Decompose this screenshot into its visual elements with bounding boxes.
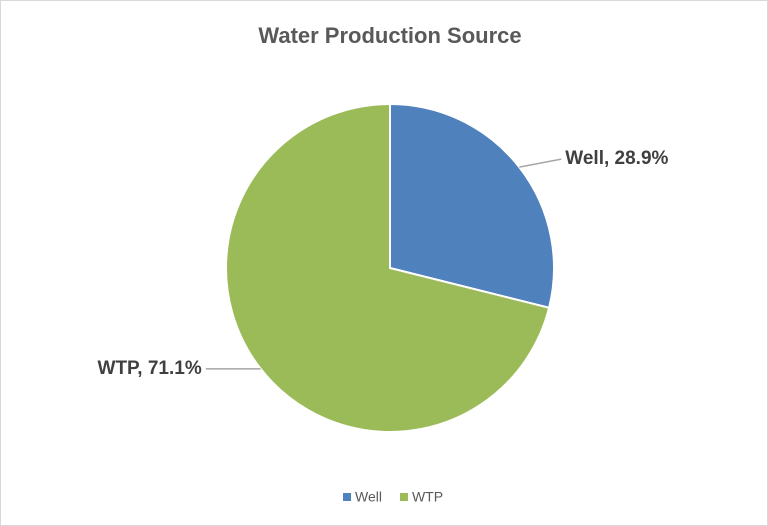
data-label: Well, 28.9%	[565, 148, 668, 169]
legend-label: Well	[355, 489, 382, 505]
pie-slice	[225, 102, 551, 433]
leader-line	[519, 158, 562, 168]
legend-swatch	[399, 493, 408, 501]
data-label: WTP, 71.1%	[98, 358, 202, 379]
legend-swatch	[343, 493, 351, 501]
legend-label: WTP	[412, 489, 443, 505]
chart-title: Water Production Source	[258, 23, 521, 48]
